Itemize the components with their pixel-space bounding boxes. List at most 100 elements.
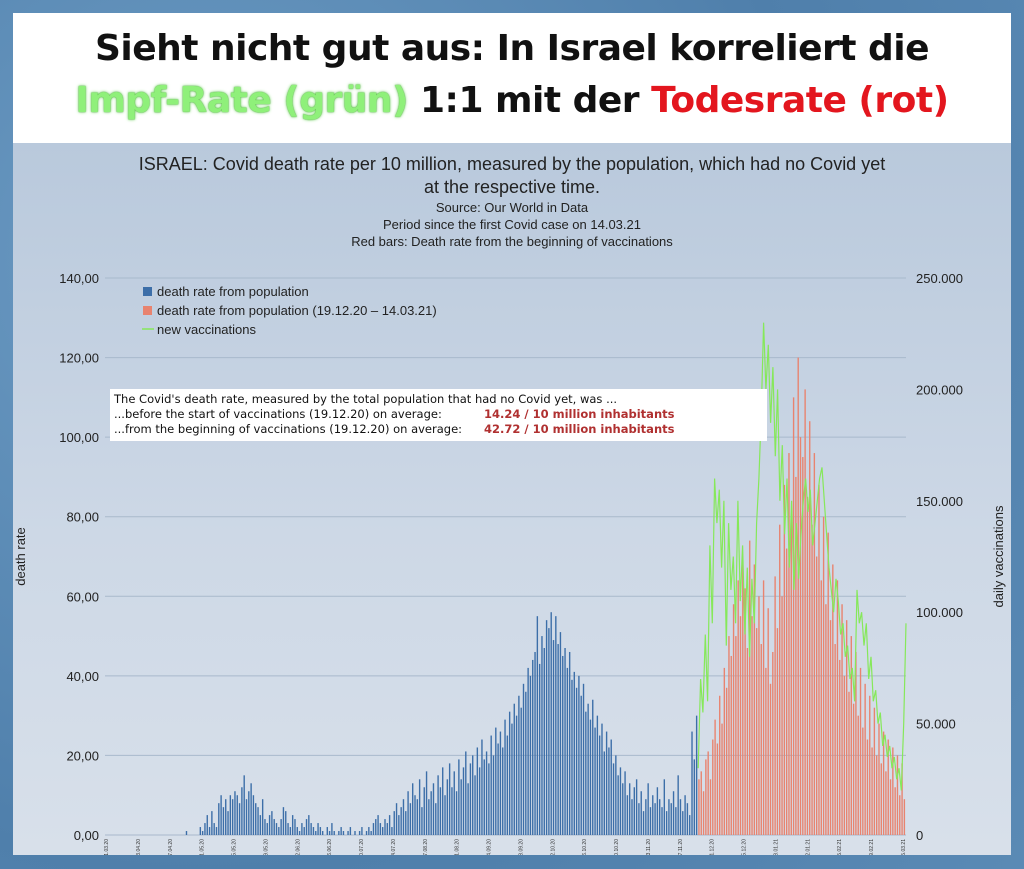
bar-blue xyxy=(273,819,275,835)
bar-blue xyxy=(592,699,594,835)
headline-line-1: Sieht nicht gut aus: In Israel korrelier… xyxy=(94,28,930,69)
bar-red xyxy=(797,357,799,835)
bar-red xyxy=(755,628,758,835)
bar-blue xyxy=(481,739,483,835)
bar-blue xyxy=(257,807,259,835)
bar-red xyxy=(728,636,730,835)
bar-blue xyxy=(451,787,453,835)
x-tick-label: 05.02.21 xyxy=(837,839,843,855)
legend-label: new vaccinations xyxy=(157,322,256,337)
bar-red xyxy=(802,457,804,835)
bar-blue xyxy=(585,711,587,835)
bar-blue xyxy=(543,648,545,835)
bar-blue xyxy=(612,763,615,835)
bar-blue xyxy=(241,787,243,835)
bar-blue xyxy=(564,648,566,835)
bar-blue xyxy=(652,795,654,835)
bar-red xyxy=(809,421,811,835)
bar-blue xyxy=(580,695,582,835)
bar-blue xyxy=(231,799,234,835)
bar-red xyxy=(880,763,882,835)
x-tick-label: 10.07.20 xyxy=(359,839,365,855)
bar-blue xyxy=(315,831,317,835)
bar-blue xyxy=(638,803,640,835)
x-tick-label: 18.09.20 xyxy=(518,839,524,855)
bar-blue xyxy=(185,831,188,835)
bar-blue xyxy=(562,655,564,835)
bar-blue xyxy=(691,731,693,835)
bar-blue xyxy=(626,795,629,835)
bar-blue xyxy=(303,827,305,835)
bar-blue xyxy=(298,831,301,835)
bar-blue xyxy=(670,803,672,835)
bar-red xyxy=(811,524,813,835)
bar-blue xyxy=(234,791,236,835)
bar-blue xyxy=(282,807,285,835)
bar-blue xyxy=(665,811,668,835)
bar-red xyxy=(790,516,792,835)
bar-red xyxy=(848,691,850,835)
bar-blue xyxy=(661,807,663,835)
bar-blue xyxy=(326,827,328,835)
bar-red xyxy=(725,687,728,835)
bar-blue xyxy=(635,779,638,835)
bar-blue xyxy=(291,815,294,835)
bar-blue xyxy=(633,787,635,835)
annotation-line-3: ...from the beginning of vaccinations (1… xyxy=(114,422,767,437)
bar-red xyxy=(769,683,772,835)
bar-blue xyxy=(418,779,421,835)
headline-line-2: Impf-Rate (grün) 1:1 mit der Todesrate (… xyxy=(13,75,1011,127)
bar-blue xyxy=(384,819,386,835)
bar-blue xyxy=(465,751,467,835)
bar-red xyxy=(709,779,712,835)
bar-blue xyxy=(502,747,504,835)
bar-blue xyxy=(598,735,601,835)
bar-blue xyxy=(437,775,439,835)
bar-red xyxy=(753,564,756,835)
bar-blue xyxy=(407,791,409,835)
x-tick-label: 01.05.20 xyxy=(200,839,206,855)
bar-blue xyxy=(402,799,405,835)
bar-blue xyxy=(545,620,548,835)
bar-red xyxy=(702,791,705,835)
bar-blue xyxy=(199,827,202,835)
bar-red xyxy=(774,576,776,835)
bar-blue xyxy=(319,827,322,835)
bar-blue xyxy=(453,771,455,835)
bar-red xyxy=(744,588,746,835)
bar-blue xyxy=(435,803,437,835)
bar-blue xyxy=(442,767,444,835)
x-tick-label: 19.02.21 xyxy=(869,839,875,855)
bar-blue xyxy=(421,807,423,835)
bar-blue xyxy=(534,651,536,835)
bar-blue xyxy=(478,767,481,835)
bar-blue xyxy=(379,823,382,835)
bar-blue xyxy=(382,827,384,835)
bar-blue xyxy=(513,703,515,835)
bar-red xyxy=(795,476,797,835)
bar-blue xyxy=(508,711,511,835)
bar-red xyxy=(829,620,832,835)
bar-red xyxy=(875,755,878,835)
bar-blue xyxy=(308,815,310,835)
annotation-box: The Covid's death rate, measured by the … xyxy=(110,389,767,441)
x-tick-label: 21.03.20 xyxy=(104,839,110,855)
bar-blue xyxy=(571,679,573,835)
bar-blue xyxy=(467,783,469,835)
bar-blue xyxy=(672,791,675,835)
annotation-line-1: The Covid's death rate, measured by the … xyxy=(114,392,618,406)
bar-blue xyxy=(552,640,555,835)
bar-blue xyxy=(601,723,603,835)
annotation-line-3-value: 42.72 / 10 million inhabitants xyxy=(484,422,675,436)
bar-blue xyxy=(488,763,490,835)
headline-mid-text: 1:1 mit der xyxy=(407,80,652,121)
bar-red xyxy=(719,695,721,835)
bar-blue xyxy=(236,795,238,835)
bar-blue xyxy=(349,827,352,835)
bar-blue xyxy=(416,799,419,835)
bar-red xyxy=(804,389,806,835)
bar-blue xyxy=(331,823,333,835)
bar-blue xyxy=(573,671,575,835)
bar-red xyxy=(735,636,737,835)
chart-subtitle-3: Red bars: Death rate from the beginning … xyxy=(351,234,673,249)
